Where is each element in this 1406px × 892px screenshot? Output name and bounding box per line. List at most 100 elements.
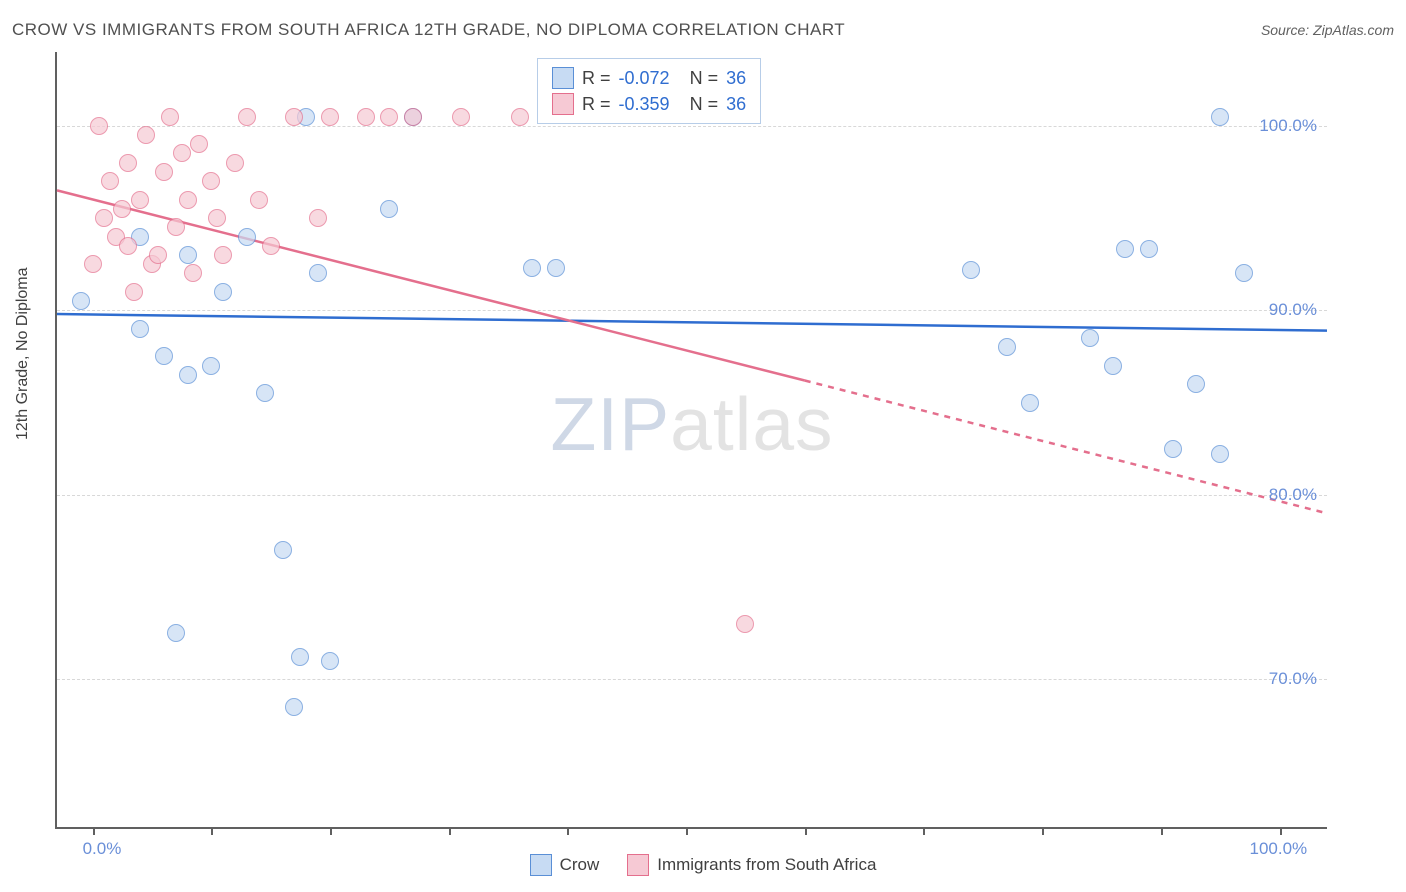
data-point <box>256 384 274 402</box>
data-point <box>167 218 185 236</box>
data-point <box>1116 240 1134 258</box>
chart-title: CROW VS IMMIGRANTS FROM SOUTH AFRICA 12T… <box>12 20 845 40</box>
stat-n-label: N = <box>690 94 719 115</box>
data-point <box>119 154 137 172</box>
data-point <box>998 338 1016 356</box>
x-tick <box>449 827 451 835</box>
y-tick-label: 80.0% <box>1269 485 1317 505</box>
data-point <box>404 108 422 126</box>
x-tick <box>1042 827 1044 835</box>
data-point <box>1187 375 1205 393</box>
legend-item: Immigrants from South Africa <box>627 854 876 876</box>
data-point <box>208 209 226 227</box>
data-point <box>238 108 256 126</box>
data-point <box>214 283 232 301</box>
data-point <box>84 255 102 273</box>
x-tick <box>805 827 807 835</box>
data-point <box>155 163 173 181</box>
data-point <box>149 246 167 264</box>
data-point <box>523 259 541 277</box>
data-point <box>226 154 244 172</box>
x-tick <box>686 827 688 835</box>
stat-r-label: R = <box>582 94 611 115</box>
data-point <box>131 320 149 338</box>
stat-n-value: 36 <box>726 94 746 115</box>
data-point <box>125 283 143 301</box>
data-point <box>214 246 232 264</box>
data-point <box>190 135 208 153</box>
stat-r-value: -0.359 <box>619 94 670 115</box>
data-point <box>202 172 220 190</box>
legend-swatch <box>552 67 574 89</box>
data-point <box>72 292 90 310</box>
bottom-legend: Crow Immigrants from South Africa <box>0 854 1406 876</box>
stat-r-value: -0.072 <box>619 68 670 89</box>
x-tick <box>211 827 213 835</box>
data-point <box>1235 264 1253 282</box>
y-axis-label: 12th Grade, No Diploma <box>14 267 32 440</box>
x-tick <box>923 827 925 835</box>
data-point <box>547 259 565 277</box>
data-point <box>131 191 149 209</box>
y-tick-label: 70.0% <box>1269 669 1317 689</box>
stat-r-label: R = <box>582 68 611 89</box>
data-point <box>309 209 327 227</box>
legend-label: Crow <box>560 855 600 875</box>
scatter-points <box>57 52 1327 827</box>
data-point <box>161 108 179 126</box>
x-tick <box>1280 827 1282 835</box>
title-bar: CROW VS IMMIGRANTS FROM SOUTH AFRICA 12T… <box>12 20 1394 40</box>
stat-row: R = -0.072 N = 36 <box>552 65 746 91</box>
data-point <box>357 108 375 126</box>
data-point <box>155 347 173 365</box>
data-point <box>137 126 155 144</box>
stat-n-value: 36 <box>726 68 746 89</box>
data-point <box>1211 108 1229 126</box>
data-point <box>238 228 256 246</box>
legend-item: Crow <box>530 854 600 876</box>
data-point <box>736 615 754 633</box>
y-tick-label: 90.0% <box>1269 300 1317 320</box>
source-credit: Source: ZipAtlas.com <box>1261 22 1394 38</box>
data-point <box>113 200 131 218</box>
stat-row: R = -0.359 N = 36 <box>552 91 746 117</box>
data-point <box>452 108 470 126</box>
legend-swatch <box>552 93 574 115</box>
x-tick <box>1161 827 1163 835</box>
legend-swatch <box>530 854 552 876</box>
data-point <box>119 237 137 255</box>
data-point <box>184 264 202 282</box>
y-tick-label: 100.0% <box>1259 116 1317 136</box>
data-point <box>291 648 309 666</box>
data-point <box>1104 357 1122 375</box>
data-point <box>95 209 113 227</box>
data-point <box>90 117 108 135</box>
data-point <box>179 246 197 264</box>
data-point <box>179 191 197 209</box>
data-point <box>202 357 220 375</box>
data-point <box>309 264 327 282</box>
data-point <box>1211 445 1229 463</box>
data-point <box>962 261 980 279</box>
data-point <box>274 541 292 559</box>
data-point <box>262 237 280 255</box>
x-tick <box>567 827 569 835</box>
x-tick <box>93 827 95 835</box>
data-point <box>250 191 268 209</box>
data-point <box>380 108 398 126</box>
legend-swatch <box>627 854 649 876</box>
plot-area: ZIPatlas R = -0.072N = 36R = -0.359N = 3… <box>55 52 1327 829</box>
data-point <box>173 144 191 162</box>
data-point <box>321 108 339 126</box>
data-point <box>1081 329 1099 347</box>
data-point <box>101 172 119 190</box>
data-point <box>167 624 185 642</box>
data-point <box>1021 394 1039 412</box>
correlation-chart-page: CROW VS IMMIGRANTS FROM SOUTH AFRICA 12T… <box>0 0 1406 892</box>
data-point <box>285 108 303 126</box>
x-tick <box>330 827 332 835</box>
data-point <box>380 200 398 218</box>
data-point <box>321 652 339 670</box>
stat-n-label: N = <box>690 68 719 89</box>
data-point <box>179 366 197 384</box>
